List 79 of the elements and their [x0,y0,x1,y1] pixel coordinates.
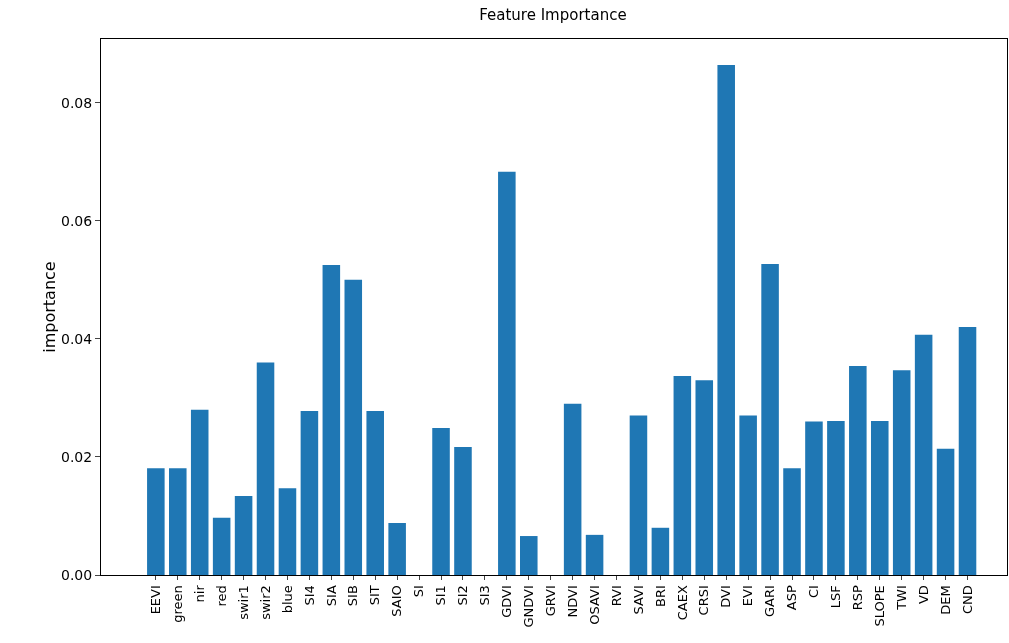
bar [585,534,604,575]
x-tick-label: DEM [937,585,953,615]
bar [651,527,670,575]
x-tick-label: NDVI [564,585,580,618]
x-tick-label: BRI [652,585,668,607]
bar [805,421,823,575]
x-tick-label: SI2 [455,585,471,606]
bar [827,420,845,575]
x-tick-label: OSAVI [586,585,602,625]
y-tick-label: 0.04 [61,330,93,347]
bar [739,415,757,575]
bar [717,64,735,575]
bar [936,448,955,575]
x-tick-label: SI4 [301,585,317,606]
bar [278,488,297,575]
bar [761,263,779,575]
bar [783,468,801,575]
bar [169,468,187,575]
x-tick-label: GDVI [499,585,515,618]
x-tick-label: SIB [345,585,361,607]
x-tick-label: blue [279,585,295,614]
bar [454,446,472,575]
x-tick-label: SLOPE [871,585,887,627]
bar [322,265,341,575]
bar [147,468,165,575]
x-tick-label: green [170,585,186,623]
x-tick-label: SI3 [477,585,493,606]
bar [849,366,867,575]
x-tick-label: SI [411,585,427,598]
x-tick-label: CND [959,585,975,615]
bar [563,403,582,575]
x-tick-label: DVI [718,585,734,608]
bar [892,370,911,575]
chart-title: Feature Importance [479,6,627,25]
x-tick-label: nir [191,584,207,603]
bar [870,420,889,575]
bar [432,428,450,575]
x-tick-label: GNDVI [520,585,536,628]
bar [300,410,319,575]
y-tick-label: 0.06 [61,212,93,229]
x-tick-label: swir2 [257,585,273,620]
y-tick-label: 0.00 [61,566,93,583]
x-tick-label: swir1 [235,585,251,620]
x-tick-label: GARI [762,585,778,618]
x-tick-label: RVI [608,585,624,607]
bar [629,415,648,575]
x-tick-label: SIA [323,585,339,607]
x-tick-label: LSF [828,585,844,609]
x-tick-label: ASP [784,585,800,611]
x-tick-label: RSP [850,585,866,611]
bar [673,376,692,575]
bar [234,495,253,575]
x-tick-label: SAIO [389,585,405,617]
bar [695,380,714,575]
x-tick-label: GRVI [542,585,558,617]
x-tick-label: red [213,585,229,607]
y-axis-title: importance [40,261,60,353]
x-tick-label: CAEX [674,585,690,621]
x-tick-label: SIT [367,585,383,606]
x-tick-label: SI1 [433,585,449,606]
x-tick-label: EEVI [148,585,164,615]
x-tick-label: EVI [740,585,756,607]
bar [958,327,977,575]
bar [366,410,384,575]
bar [190,409,209,575]
x-tick-label: VD [915,585,931,605]
bar [498,171,516,575]
x-tick-label: CRSI [696,585,712,616]
bar [914,334,933,575]
bar [344,279,363,575]
bar [256,362,275,575]
bar [520,536,538,575]
x-tick-label: CI [806,585,822,599]
y-tick-label: 0.02 [61,448,93,465]
bar [212,517,231,575]
x-tick-label: SAVI [630,585,646,615]
x-tick-label: TWI [893,585,909,611]
bar [388,523,406,575]
y-tick-label: 0.08 [61,94,93,111]
